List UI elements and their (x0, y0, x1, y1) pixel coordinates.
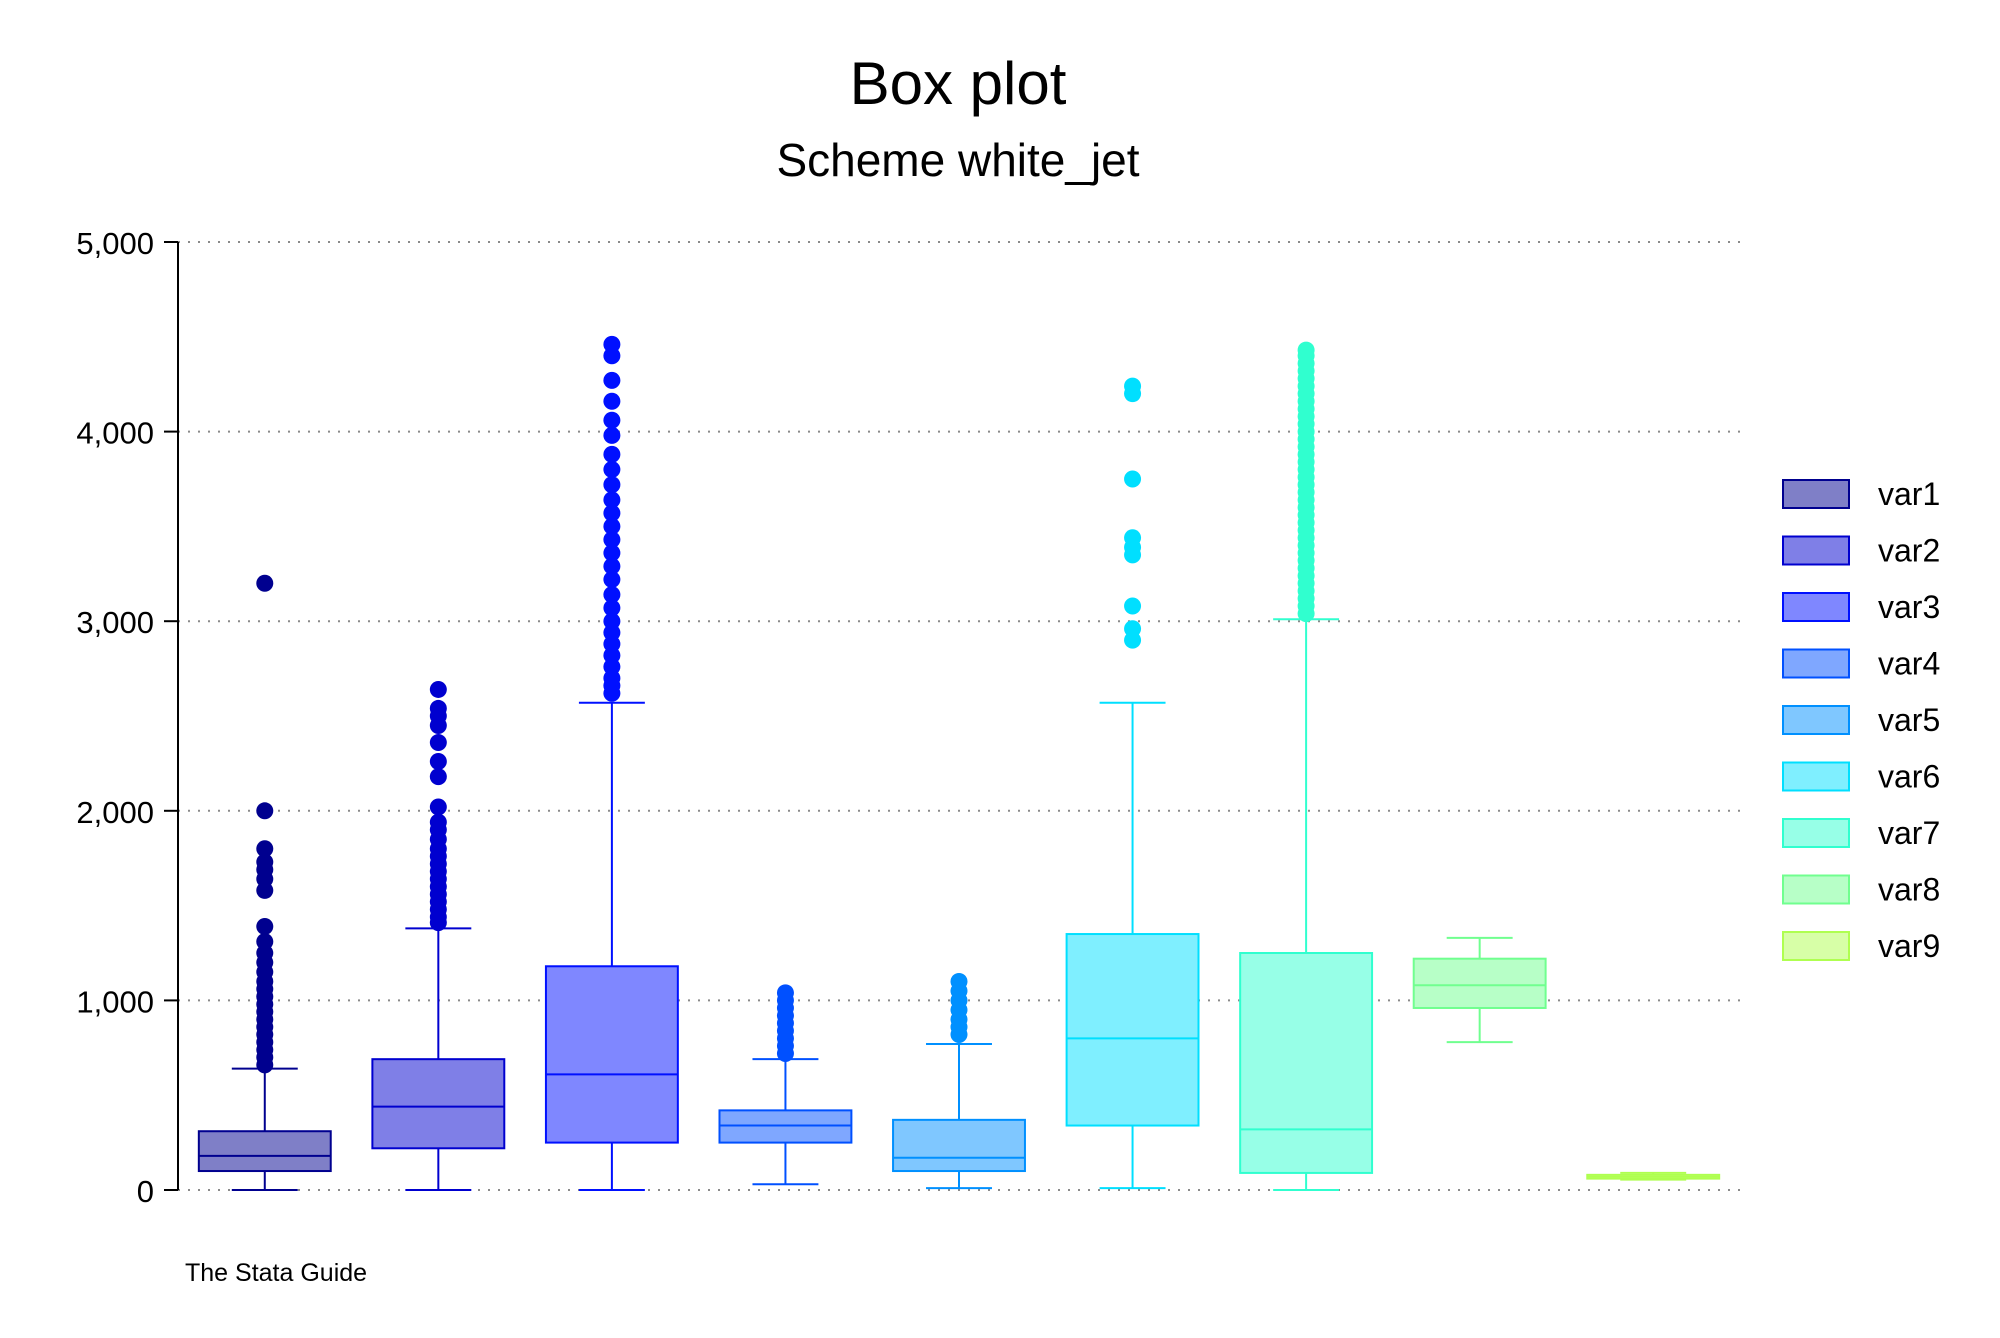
outlier-point (429, 699, 447, 717)
outlier-point (256, 933, 274, 951)
outlier-point (603, 371, 621, 389)
legend-swatch-var3 (1782, 592, 1850, 622)
outlier-point (603, 544, 621, 562)
chart-note: The Stata Guide (185, 1259, 367, 1287)
outlier-point (429, 753, 447, 771)
legend: var1 var2 var3 var4 var5 var6 var7 var8 var9 (1782, 476, 1940, 964)
box-var8 (1412, 936, 1547, 1044)
outlier-point (1124, 620, 1142, 638)
outlier-point (603, 476, 621, 494)
legend-swatch-var2 (1782, 535, 1850, 566)
chart-title: Box plot (850, 50, 1067, 117)
outlier-point (603, 411, 621, 429)
outlier-point (256, 840, 274, 858)
outlier-point (256, 917, 274, 935)
y-tick-label: 1,000 (76, 984, 154, 1019)
outlier-point (603, 491, 621, 509)
outlier-point (429, 768, 447, 786)
box-iqr (892, 1118, 1026, 1173)
outlier-point (256, 574, 274, 592)
box-var7 (1239, 341, 1374, 1191)
box-iqr (371, 1058, 506, 1150)
legend-label-var3: var3 (1878, 589, 1940, 625)
box-iqr (197, 1130, 332, 1173)
outlier-point (603, 335, 621, 353)
outlier-point (429, 813, 447, 831)
outlier-point (1124, 377, 1142, 395)
legend-swatch-var9 (1782, 931, 1850, 961)
outlier-point (429, 798, 447, 816)
box-iqr (1239, 952, 1374, 1174)
outlier-point (256, 802, 274, 820)
outlier-point (1124, 470, 1142, 488)
legend-label-var1: var1 (1878, 476, 1940, 512)
outlier-point (776, 984, 794, 1002)
legend-swatch-var5 (1782, 705, 1850, 735)
outlier-point (603, 612, 621, 630)
outlier-point (603, 570, 621, 588)
legend-swatch-var6 (1782, 761, 1850, 792)
outlier-point (429, 734, 447, 752)
outlier-point (603, 586, 621, 604)
legend-label-var2: var2 (1878, 533, 1940, 569)
box-iqr (544, 965, 679, 1144)
chart-subtitle: Scheme white_jet (776, 134, 1139, 186)
box-var6 (1065, 377, 1200, 1190)
outlier-point (1124, 597, 1142, 615)
y-tick-label: 0 (137, 1174, 154, 1209)
y-tick-label: 5,000 (76, 226, 154, 261)
legend-label-var7: var7 (1878, 815, 1940, 851)
outlier-point (603, 445, 621, 463)
outlier-point (603, 426, 621, 444)
outlier-point (603, 504, 621, 522)
legend-label-var8: var8 (1878, 872, 1940, 908)
outlier-point (603, 517, 621, 535)
box-iqr (1412, 957, 1547, 1009)
box-var9 (1586, 1171, 1721, 1181)
y-tick-label: 4,000 (76, 416, 154, 451)
outlier-point (603, 461, 621, 479)
outlier-point (256, 853, 274, 871)
outlier-point (603, 392, 621, 410)
box-var4 (718, 984, 853, 1186)
box-iqr (1065, 933, 1200, 1127)
legend-swatch-var7 (1782, 818, 1850, 848)
legend-label-var5: var5 (1878, 702, 1940, 738)
legend-swatch-var1 (1782, 479, 1850, 509)
outlier-point (429, 680, 447, 698)
outlier-point (1124, 529, 1142, 547)
legend-swatch-var4 (1782, 648, 1850, 679)
outlier-point (603, 599, 621, 617)
legend-label-var9: var9 (1878, 928, 1940, 964)
legend-label-var4: var4 (1878, 646, 1940, 682)
box-var5 (892, 972, 1026, 1190)
y-axis: 0 1,000 2,000 3,000 4,000 5,000 (76, 226, 179, 1209)
box-var2 (371, 680, 506, 1191)
outlier-point (950, 972, 968, 990)
legend-swatch-var8 (1782, 874, 1850, 905)
box-var1 (197, 574, 332, 1191)
legend-label-var6: var6 (1878, 759, 1940, 795)
y-tick-label: 2,000 (76, 795, 154, 830)
outlier-point (1297, 341, 1315, 359)
outlier-point (603, 557, 621, 575)
box-var3 (544, 335, 679, 1191)
boxes (197, 335, 1721, 1191)
y-tick-label: 3,000 (76, 605, 154, 640)
outlier-point (603, 531, 621, 549)
